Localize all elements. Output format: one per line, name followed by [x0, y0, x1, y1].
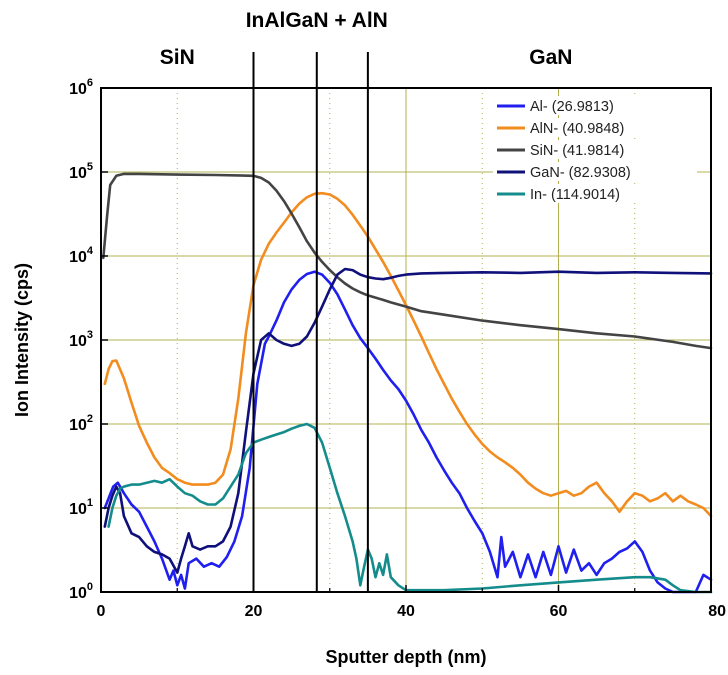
- legend-entry-bg: [493, 118, 697, 137]
- legend-entry-bg: [493, 184, 697, 203]
- legend-label-5: In- (114.9014): [530, 187, 620, 203]
- x-tick-label: 20: [245, 603, 263, 620]
- legend: Al- (26.9813) AlN- (40.9848) SiN- (41.9814…: [493, 96, 697, 203]
- legend-label-3: SiN- (41.9814): [530, 143, 624, 159]
- legend-entry-bg: [493, 162, 697, 181]
- y-axis-title: Ion Intensity (cps): [12, 263, 32, 417]
- grid: [101, 88, 711, 592]
- x-tick-label: 60: [550, 603, 568, 620]
- y-tick-label: 103: [69, 329, 93, 350]
- region-label-3: GaN: [529, 46, 572, 69]
- legend-label-2: AlN- (40.9848): [530, 121, 624, 137]
- x-tick-label: 40: [397, 603, 415, 620]
- series-line-2: [103, 191, 713, 518]
- x-axis-title: Sputter depth (nm): [326, 647, 487, 667]
- legend-entry-bg: [493, 96, 697, 115]
- y-tick-label: 102: [69, 413, 93, 434]
- series-lines: [102, 172, 713, 594]
- series-line-1: [103, 270, 713, 594]
- y-tick-label: 105: [69, 161, 93, 182]
- legend-label-1: Al- (26.9813): [530, 99, 614, 115]
- axis-ticks: 0 20 40 60 80 100 101 102 103 104 105 106: [69, 77, 726, 620]
- layer-boundaries: [252, 52, 369, 592]
- y-tick-label: 104: [69, 245, 94, 266]
- y-tick-label: 100: [69, 581, 93, 602]
- y-tick-label: 101: [69, 497, 93, 518]
- region-label-1: SiN: [160, 46, 195, 69]
- series-line-5: [107, 422, 713, 594]
- series-line-4: [103, 267, 713, 574]
- x-tick-label: 80: [708, 603, 726, 620]
- region-labels: SiN InAlGaN + AlN GaN: [160, 9, 573, 69]
- y-tick-label: 106: [69, 77, 93, 98]
- x-tick-label: 0: [97, 603, 106, 620]
- series-line-3: [102, 172, 713, 350]
- legend-label-4: GaN- (82.9308): [530, 165, 631, 181]
- region-label-2: InAlGaN + AlN: [246, 9, 388, 32]
- legend-entry-bg: [493, 140, 697, 159]
